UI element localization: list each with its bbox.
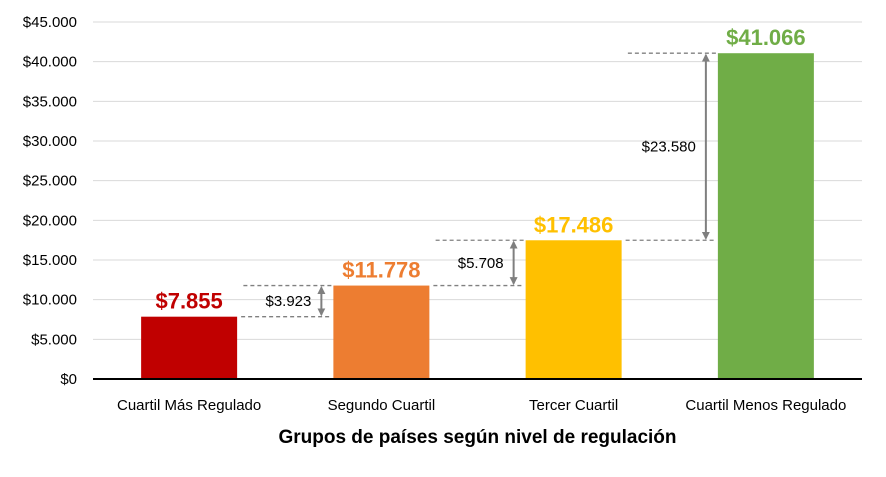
y-tick-label: $15.000 — [23, 252, 77, 269]
category-label: Tercer Cuartil — [529, 397, 618, 414]
category-label: Cuartil Más Regulado — [117, 397, 261, 414]
value-label: $11.778 — [342, 258, 420, 283]
category-label: Cuartil Menos Regulado — [685, 397, 846, 414]
bar — [717, 53, 814, 380]
y-tick-label: $25.000 — [23, 173, 77, 190]
difference-annotation: $5.708 — [433, 239, 524, 287]
y-tick-label: $40.000 — [23, 54, 77, 71]
y-tick-label: $10.000 — [23, 292, 77, 309]
category-label: Segundo Cuartil — [328, 397, 436, 414]
y-tick-label: $5.000 — [31, 331, 77, 348]
category-labels: Cuartil Más Regulado Segundo Cuartil Terce… — [117, 397, 846, 414]
difference-label: $5.708 — [458, 255, 504, 272]
y-tick-label: $20.000 — [23, 212, 77, 229]
bar — [333, 285, 430, 379]
value-labels: $7.855 $11.778 $17.486 $41.066 — [155, 25, 805, 313]
y-axis-ticks: $0 $5.000 $10.000 $15.000 $20.000 $25.000 $30.… — [23, 14, 77, 388]
gridlines — [93, 21, 862, 340]
y-tick-label: $0 — [60, 371, 77, 388]
y-tick-label: $30.000 — [23, 133, 77, 150]
x-axis-title: Grupos de países según nivel de regulaci… — [278, 427, 676, 448]
bar — [141, 316, 238, 379]
difference-label: $23.580 — [642, 139, 696, 156]
y-tick-label: $45.000 — [23, 14, 77, 31]
difference-annotation: $3.923 — [241, 284, 332, 318]
value-label: $41.066 — [726, 25, 806, 50]
value-label: $7.855 — [155, 289, 222, 314]
difference-annotation: $23.580 — [625, 52, 716, 241]
difference-label: $3.923 — [265, 293, 311, 310]
y-tick-label: $35.000 — [23, 93, 77, 110]
bars — [141, 53, 814, 380]
value-label: $17.486 — [534, 212, 614, 237]
bar — [525, 240, 622, 379]
difference-annotations: $3.923 $5.708 $23.580 — [241, 52, 716, 318]
